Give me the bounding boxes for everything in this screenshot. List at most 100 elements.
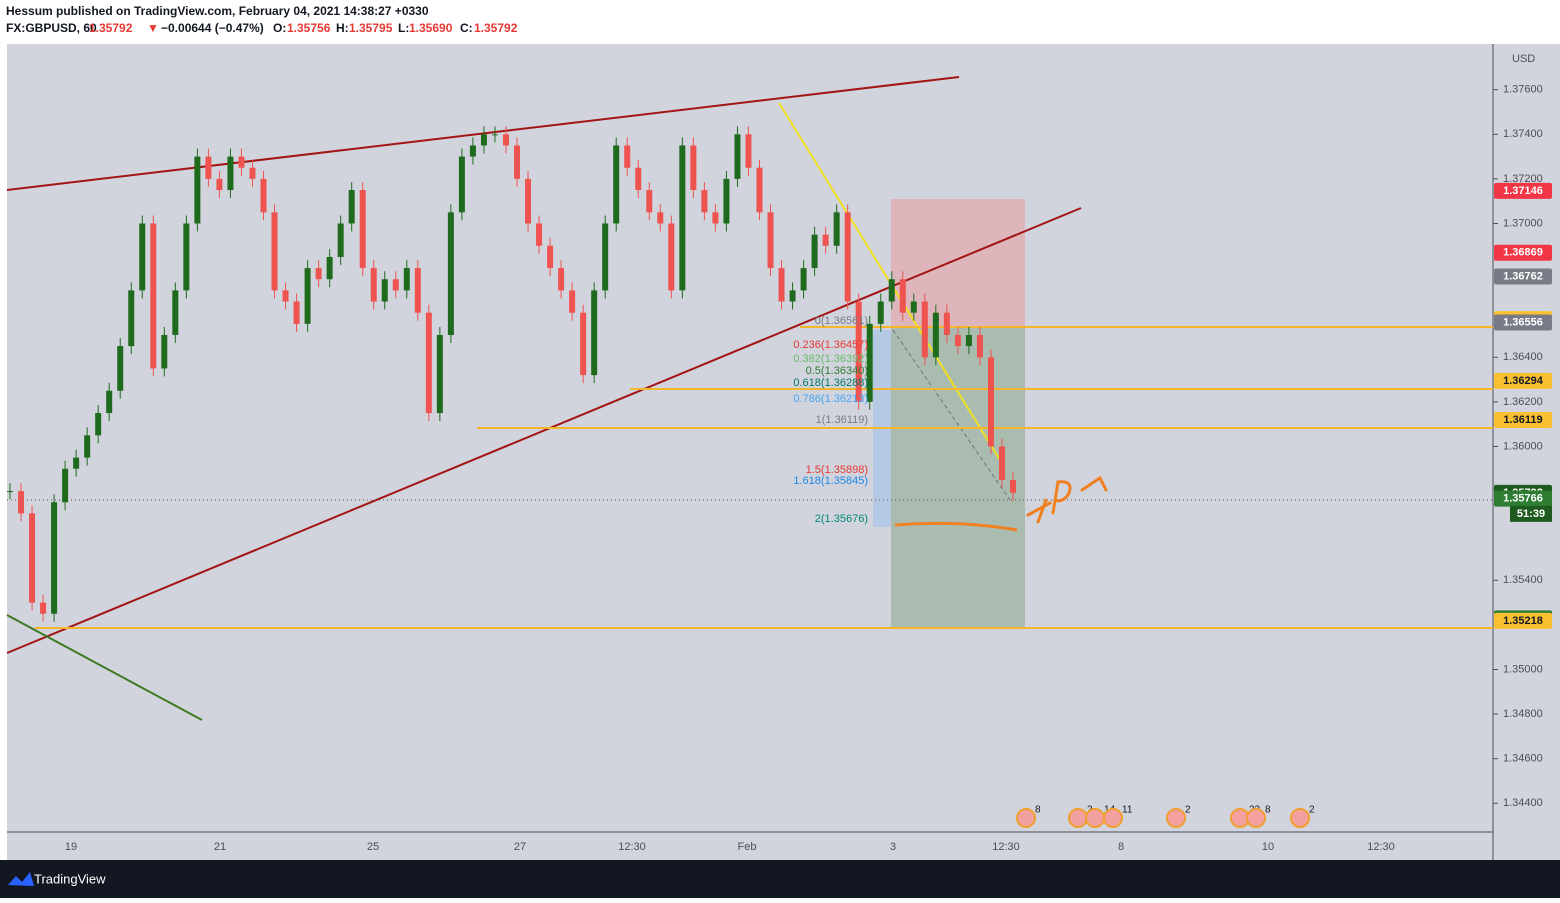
candle-body [491, 134, 498, 136]
candle-body [558, 268, 565, 291]
candle-body [591, 290, 598, 376]
candle-body [965, 334, 972, 347]
candle-body [62, 468, 69, 503]
trendline [892, 329, 1011, 501]
symbol: FX:GBPUSD, 60 [6, 21, 97, 35]
candle-body [282, 290, 289, 302]
candle-body [723, 178, 730, 224]
y-tick-label: 1.37600 [1503, 84, 1543, 96]
candle-body [756, 167, 763, 213]
candle-body [767, 212, 774, 269]
price-label: 1.37146 [1503, 185, 1543, 197]
candle-body [690, 145, 697, 191]
candle-body [943, 312, 950, 335]
x-tick-label: 21 [214, 841, 226, 853]
event-icon [1068, 808, 1088, 828]
candle-body [877, 301, 884, 324]
candle-body [624, 145, 631, 168]
x-tick-label: 10 [1262, 841, 1274, 853]
y-tick-label: 1.36200 [1503, 396, 1543, 408]
candle-body [227, 156, 234, 191]
candle-body [987, 357, 994, 447]
candle-body [183, 223, 190, 291]
y-tick-label: 1.37400 [1503, 128, 1543, 140]
x-tick-label: 12:30 [1367, 841, 1395, 853]
candle-body [547, 245, 554, 269]
price-label: 1.36119 [1503, 414, 1542, 426]
candle-body [425, 312, 432, 414]
candle-body [976, 334, 983, 358]
candle-body [745, 134, 752, 168]
candle-body [921, 301, 928, 358]
event-icon [1246, 808, 1266, 828]
x-tick-label: 19 [65, 841, 77, 853]
countdown: 51:39 [1517, 508, 1545, 520]
price-label-box [1494, 268, 1552, 285]
candle-body [502, 134, 509, 146]
candle-body [580, 312, 587, 376]
candle-body [260, 178, 267, 213]
price-label: 1.36762 [1503, 270, 1543, 282]
candle-body [315, 268, 322, 280]
candle-body [668, 223, 675, 291]
candle-body [734, 134, 741, 179]
fib-label: 0.618(1.36288) [793, 377, 868, 389]
candle-body [7, 491, 13, 493]
fib-label: 0(1.36561) [815, 315, 868, 327]
publisher: Hessum published on TradingView.com, Feb… [6, 4, 429, 18]
candle-body [84, 435, 91, 458]
y-tick-label: 1.34800 [1503, 708, 1543, 720]
candle-body [800, 268, 807, 291]
candle-body [833, 212, 840, 246]
candle-body [844, 212, 851, 302]
candle-body [51, 502, 58, 614]
candle-body [458, 156, 465, 213]
change: −0.00644 (−0.47%) [161, 21, 264, 35]
countdown-box [1510, 505, 1552, 522]
candle-body [899, 279, 906, 313]
candle-body [954, 334, 961, 347]
low-label: L: [398, 21, 409, 35]
candle-body [249, 167, 256, 179]
fib-label: 1.618(1.35845) [793, 475, 868, 487]
candle-body [161, 334, 168, 369]
y-tick-label: 1.34600 [1503, 753, 1543, 765]
event-icon [1166, 808, 1186, 828]
logo [8, 872, 34, 886]
arrow: ▼ [147, 21, 159, 35]
trendline [6, 76, 960, 191]
fib-label: 2(1.35676) [815, 513, 868, 525]
candle-body [613, 145, 620, 224]
x-tick-label: 3 [890, 841, 896, 853]
open: 1.35756 [287, 21, 331, 35]
event-count: 11 [1122, 805, 1133, 816]
brand: TradingView [34, 871, 106, 886]
candle-body [998, 446, 1005, 480]
candle-body [811, 234, 818, 269]
candle-body [1010, 479, 1016, 493]
candle-body [205, 156, 212, 179]
footer [0, 860, 1560, 898]
candle-body [536, 223, 543, 246]
candle-body [392, 279, 399, 291]
high-label: H: [336, 21, 349, 35]
x-tick-label: 12:30 [992, 841, 1020, 853]
price-label: 1.36556 [1503, 316, 1543, 328]
candle-body [216, 178, 223, 191]
x-tick-label: 25 [367, 841, 379, 853]
open-label: O: [273, 21, 286, 35]
last: 1.35792 [89, 21, 133, 35]
event-icon [1085, 808, 1105, 828]
event-count: 2 [1309, 805, 1315, 816]
y-tick-label: 1.34400 [1503, 797, 1543, 809]
event-icon [1103, 808, 1123, 828]
price-label: 1.36294 [1503, 375, 1544, 387]
candles [7, 126, 1016, 622]
candle-body [238, 156, 245, 168]
candle-body [855, 301, 862, 402]
candle-body [932, 312, 939, 358]
candle-body [635, 167, 642, 191]
fib-label: 1(1.36119) [816, 414, 868, 426]
candle-body [172, 290, 179, 335]
price-label-box [1494, 411, 1552, 428]
